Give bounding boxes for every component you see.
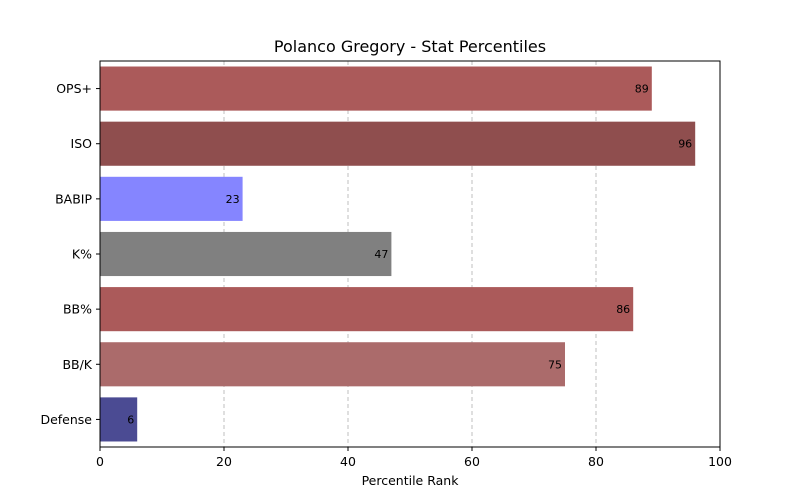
y-tick-label: BB/K (62, 357, 92, 372)
chart-title: Polanco Gregory - Stat Percentiles (274, 37, 546, 56)
bar (100, 176, 243, 221)
bar-value-label: 86 (616, 303, 630, 316)
bar-value-label: 6 (127, 413, 134, 426)
x-tick-label: 20 (216, 454, 232, 469)
bar (100, 66, 652, 111)
x-tick-label: 100 (708, 454, 732, 469)
bar (100, 231, 392, 277)
y-tick-label: ISO (71, 136, 93, 151)
y-tick-label: BABIP (55, 191, 92, 206)
x-axis-label: Percentile Rank (362, 473, 460, 488)
y-tick-label: Defense (40, 412, 92, 427)
bar (100, 287, 634, 332)
bar-value-label: 96 (678, 138, 692, 151)
bar-value-label: 75 (548, 358, 562, 371)
ticks-layer: 0 20 40 60 80 100 OPS+ ISO BABIP K% BB% BB/K Defense (40, 81, 732, 469)
bar (100, 121, 696, 166)
x-tick-label: 40 (340, 454, 356, 469)
x-tick-label: 60 (464, 454, 480, 469)
y-tick-label: K% (72, 247, 92, 262)
bar-value-label: 89 (635, 83, 649, 96)
bar-value-label: 23 (226, 193, 240, 206)
y-tick-label: BB% (63, 302, 92, 317)
bar (100, 397, 138, 442)
x-tick-label: 0 (96, 454, 104, 469)
bar (100, 342, 565, 387)
bar-value-label: 47 (374, 248, 388, 261)
y-tick-label: OPS+ (56, 81, 92, 96)
bars-layer: 89 96 23 47 86 75 6 (100, 66, 696, 442)
x-tick-label: 80 (588, 454, 604, 469)
